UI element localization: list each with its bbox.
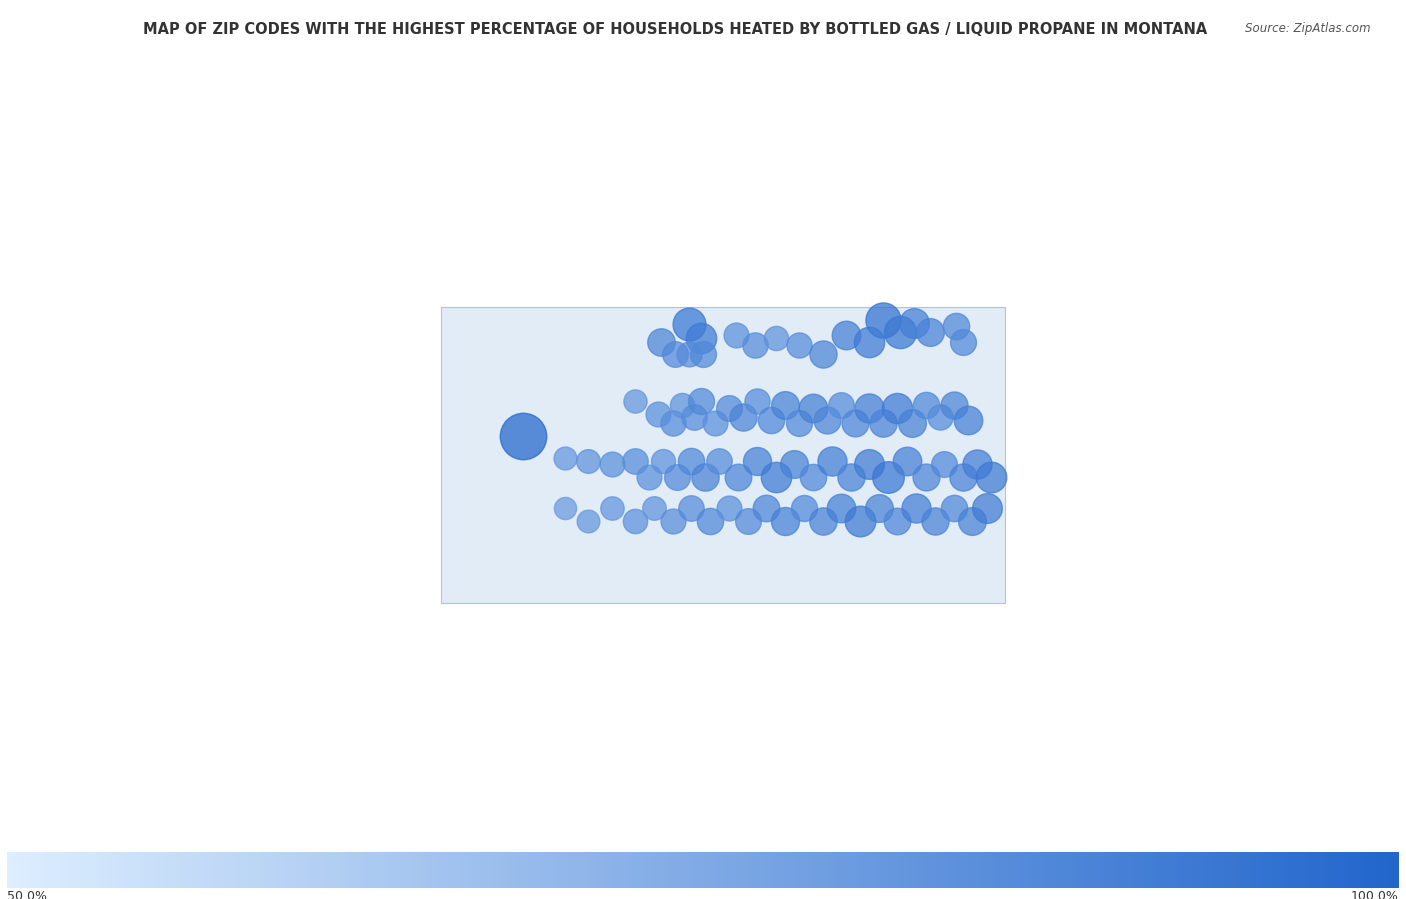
- Point: [773, 513, 796, 528]
- Point: [914, 397, 936, 412]
- Point: [724, 328, 747, 343]
- Point: [731, 410, 754, 424]
- Point: [980, 469, 1002, 484]
- Point: [877, 469, 900, 484]
- Point: [695, 469, 717, 484]
- Point: [858, 400, 880, 414]
- Point: [839, 469, 862, 484]
- Point: [830, 501, 852, 515]
- Point: [512, 429, 534, 443]
- Text: 100.0%: 100.0%: [1351, 890, 1399, 899]
- Point: [745, 454, 768, 468]
- Point: [671, 397, 693, 412]
- Text: MAP OF ZIP CODES WITH THE HIGHEST PERCENTAGE OF HOUSEHOLDS HEATED BY BOTTLED GAS: MAP OF ZIP CODES WITH THE HIGHEST PERCEN…: [143, 22, 1206, 38]
- Point: [624, 513, 647, 528]
- Point: [849, 513, 872, 528]
- Point: [678, 347, 700, 361]
- Point: [858, 458, 880, 472]
- Point: [703, 416, 725, 431]
- Point: [942, 397, 965, 412]
- Point: [689, 332, 711, 346]
- Point: [886, 400, 908, 414]
- Point: [952, 469, 974, 484]
- Point: [717, 400, 740, 414]
- Point: [600, 458, 623, 472]
- Point: [755, 501, 778, 515]
- Point: [554, 451, 576, 466]
- Point: [638, 469, 661, 484]
- Point: [624, 394, 647, 408]
- Point: [717, 501, 740, 515]
- Point: [650, 334, 672, 349]
- Point: [896, 454, 918, 468]
- Point: [664, 347, 686, 361]
- Point: [872, 312, 894, 326]
- Point: [821, 454, 844, 468]
- Point: [934, 458, 956, 472]
- Point: [652, 454, 675, 468]
- Point: [745, 394, 768, 408]
- Point: [773, 397, 796, 412]
- Point: [737, 513, 759, 528]
- Point: [858, 334, 880, 349]
- Point: [759, 413, 782, 427]
- Point: [868, 501, 890, 515]
- Point: [643, 501, 665, 515]
- Point: [976, 501, 998, 515]
- Point: [920, 325, 942, 339]
- Point: [928, 410, 950, 424]
- Point: [914, 469, 936, 484]
- Point: [681, 454, 703, 468]
- Point: [727, 469, 749, 484]
- Point: [886, 513, 908, 528]
- Point: [765, 332, 787, 346]
- Point: [699, 513, 721, 528]
- Point: [905, 501, 928, 515]
- Point: [678, 316, 700, 331]
- Point: [600, 501, 623, 515]
- Point: [666, 469, 689, 484]
- Point: [801, 469, 824, 484]
- Point: [576, 513, 599, 528]
- Point: [787, 416, 810, 431]
- Point: [815, 413, 838, 427]
- Point: [624, 454, 647, 468]
- Point: [924, 513, 946, 528]
- Point: [872, 416, 894, 431]
- Point: [966, 458, 988, 472]
- Point: [647, 406, 669, 421]
- Point: [554, 501, 576, 515]
- Point: [844, 416, 866, 431]
- Point: [576, 454, 599, 468]
- Point: [900, 416, 922, 431]
- Point: [681, 501, 703, 515]
- Point: [783, 458, 806, 472]
- Point: [889, 325, 911, 339]
- Point: [956, 413, 979, 427]
- Point: [835, 328, 858, 343]
- Point: [945, 318, 967, 333]
- Point: [811, 347, 834, 361]
- Point: [709, 454, 731, 468]
- Point: [744, 337, 766, 352]
- Point: [793, 501, 815, 515]
- Point: [689, 394, 711, 408]
- Point: [801, 400, 824, 414]
- Point: [903, 316, 925, 330]
- Bar: [440, 307, 1005, 602]
- Point: [765, 469, 787, 484]
- Point: [682, 410, 704, 424]
- Point: [692, 347, 714, 361]
- Point: [952, 334, 974, 349]
- Point: [661, 513, 683, 528]
- Point: [830, 397, 852, 412]
- Text: 50.0%: 50.0%: [7, 890, 46, 899]
- Point: [962, 513, 984, 528]
- Point: [787, 337, 810, 352]
- Point: [811, 513, 834, 528]
- Point: [942, 501, 965, 515]
- Text: Source: ZipAtlas.com: Source: ZipAtlas.com: [1246, 22, 1371, 35]
- Point: [661, 416, 683, 431]
